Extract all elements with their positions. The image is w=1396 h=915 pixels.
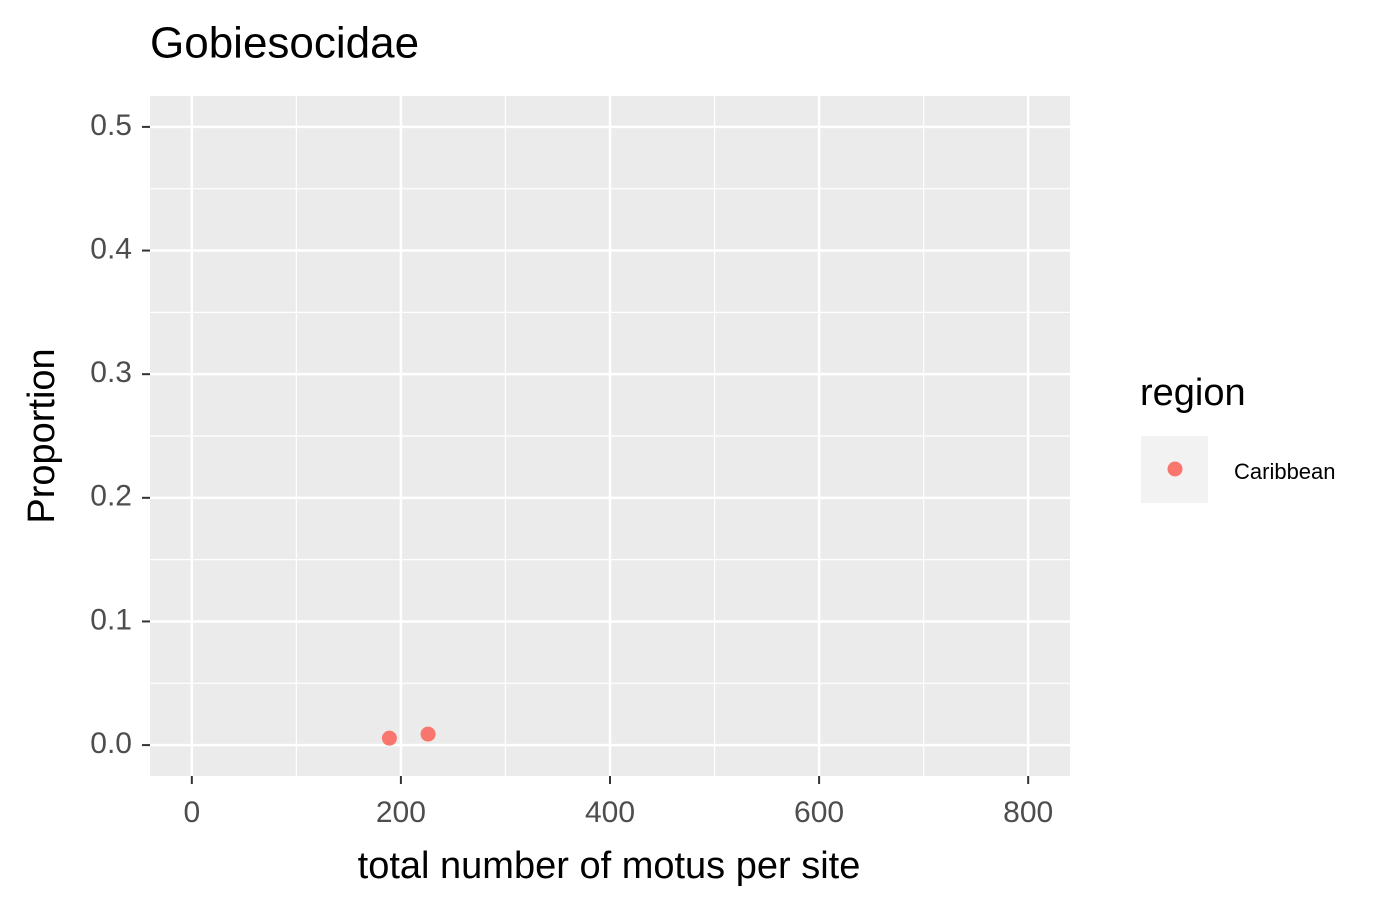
point <box>381 730 397 746</box>
point <box>420 726 436 742</box>
y-tick-label: 0.0 <box>90 727 132 760</box>
y-tick-label: 0.4 <box>90 232 132 265</box>
x-axis-label: total number of motus per site <box>358 845 861 887</box>
x-tick-label: 400 <box>585 796 635 829</box>
x-tick-label: 800 <box>1003 796 1053 829</box>
legend-title: region <box>1140 372 1246 414</box>
y-tick-label: 0.5 <box>90 109 132 142</box>
legend-point <box>1167 461 1183 477</box>
legend-label: Caribbean <box>1234 459 1336 484</box>
y-axis-label: Proportion <box>21 348 63 523</box>
y-tick-label: 0.2 <box>90 480 132 513</box>
chart-title: Gobiesocidae <box>150 19 419 68</box>
x-tick-label: 200 <box>376 796 426 829</box>
x-tick-label: 0 <box>183 796 200 829</box>
y-tick-label: 0.1 <box>90 603 132 636</box>
x-tick-label: 600 <box>794 796 844 829</box>
y-tick-label: 0.3 <box>90 356 132 389</box>
